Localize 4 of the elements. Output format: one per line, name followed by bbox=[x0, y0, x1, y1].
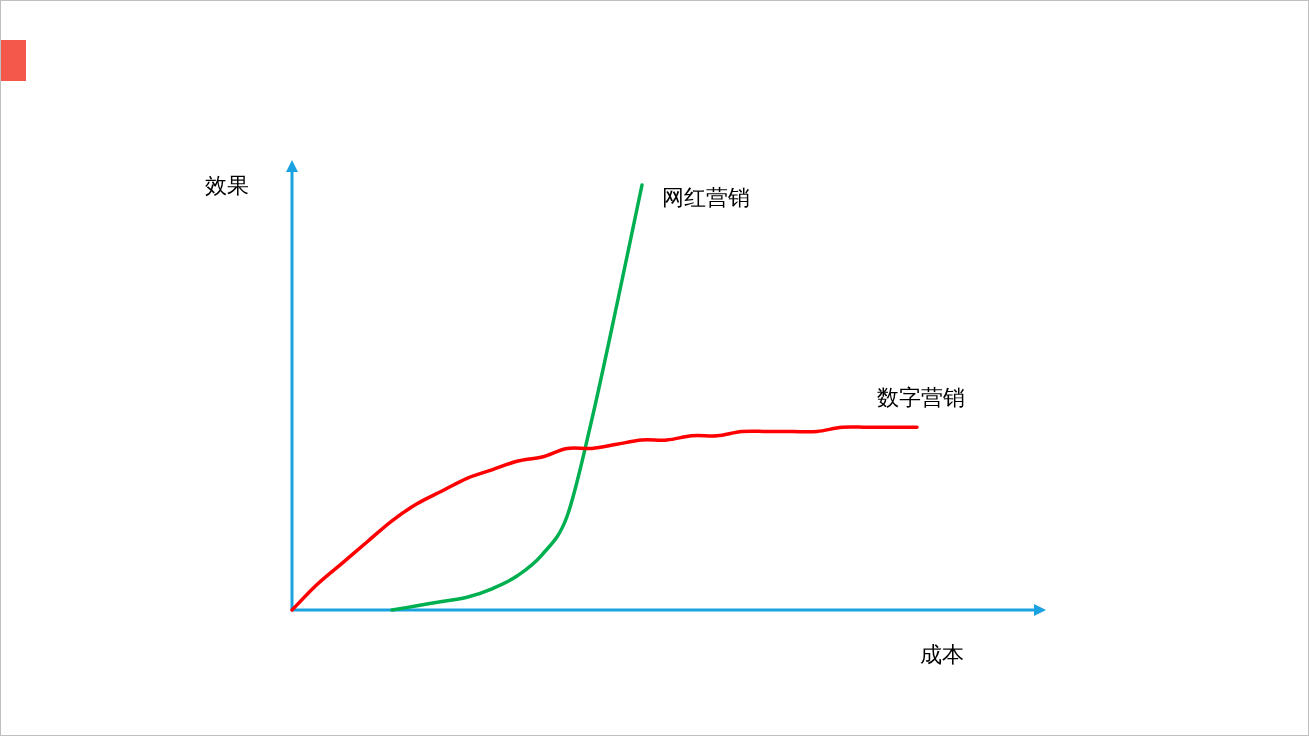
series-label: 网红营销 bbox=[662, 185, 750, 210]
x-axis-title: 成本 bbox=[920, 642, 964, 667]
series-label: 数字营销 bbox=[877, 385, 965, 411]
y-axis-title: 效果 bbox=[205, 173, 249, 198]
